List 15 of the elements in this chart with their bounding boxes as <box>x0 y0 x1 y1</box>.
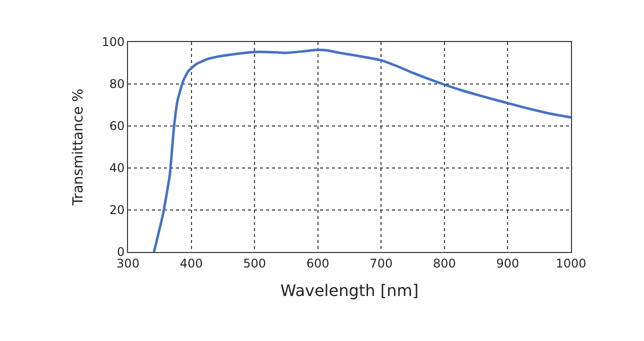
line-series <box>152 48 571 252</box>
x-axis-title: Wavelength [nm] <box>280 281 419 300</box>
x-tick-label: 500 <box>243 256 266 270</box>
x-tick-label: 800 <box>432 256 456 270</box>
y-tick-label: 80 <box>109 77 125 92</box>
y-tick-label: 100 <box>102 35 125 50</box>
y-tick-label: 60 <box>109 119 125 134</box>
x-tick-label: 900 <box>496 256 520 270</box>
y-axis-title: Transmittance % <box>70 88 86 207</box>
x-tick-label: 700 <box>370 256 393 270</box>
x-tick-label: 1000 <box>556 256 586 270</box>
x-tick-label: 600 <box>306 256 330 270</box>
x-tick-label: 400 <box>180 256 203 270</box>
y-tick-label: 20 <box>109 203 125 218</box>
y-tick-label: 40 <box>109 161 125 176</box>
